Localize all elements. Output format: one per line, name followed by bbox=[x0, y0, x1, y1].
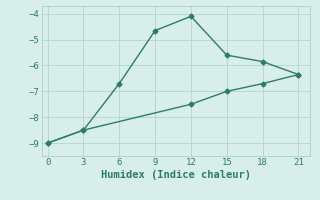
X-axis label: Humidex (Indice chaleur): Humidex (Indice chaleur) bbox=[101, 170, 251, 180]
